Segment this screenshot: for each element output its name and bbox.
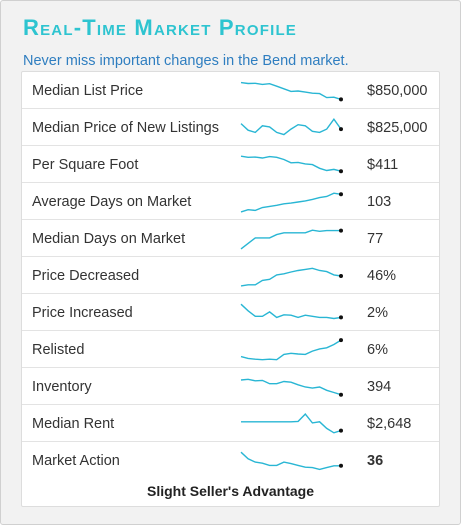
metric-value: $825,000 bbox=[367, 120, 428, 136]
market-action-status: Slight Seller's Advantage bbox=[147, 483, 314, 499]
metric-row: Average Days on Market 103 bbox=[22, 183, 439, 220]
sparkline-path bbox=[240, 378, 342, 396]
metric-sparkline bbox=[240, 81, 343, 102]
metric-value: $2,648 bbox=[367, 416, 412, 432]
metric-label: Price Increased bbox=[32, 305, 133, 321]
sparkline-endpoint bbox=[339, 392, 343, 397]
sparkline-path bbox=[240, 118, 342, 136]
metric-sparkline bbox=[240, 338, 343, 361]
widget-subtitle: Never miss important changes in the Bend… bbox=[23, 53, 349, 69]
metric-label: Inventory bbox=[32, 379, 92, 395]
metric-row: Median Rent $2,648 bbox=[22, 405, 439, 442]
sparkline-path bbox=[240, 339, 342, 361]
metric-label: Median Rent bbox=[32, 416, 115, 432]
metric-row: Price Decreased 46% bbox=[22, 257, 439, 294]
metric-value: $411 bbox=[367, 157, 399, 173]
sparkline-endpoint bbox=[339, 428, 343, 433]
metric-label: Per Square Foot bbox=[32, 157, 139, 173]
metric-value: 36 bbox=[367, 453, 384, 469]
metric-row: Relisted 6% bbox=[22, 331, 439, 368]
sparkline-path bbox=[240, 229, 341, 250]
metric-label: Price Decreased bbox=[32, 268, 140, 284]
sparkline-endpoint bbox=[339, 338, 343, 343]
metric-sparkline bbox=[240, 451, 343, 471]
sparkline-endpoint bbox=[339, 169, 343, 174]
metric-row: Price Increased 2% bbox=[22, 294, 439, 331]
metric-sparkline bbox=[241, 413, 343, 434]
sparkline-endpoint bbox=[339, 97, 343, 102]
sparkline-endpoint bbox=[339, 274, 343, 278]
metric-sparkline bbox=[240, 267, 343, 287]
metric-row: Per Square Foot $411 bbox=[22, 146, 439, 183]
metric-label: Median List Price bbox=[32, 83, 144, 99]
metric-value: 2% bbox=[367, 305, 388, 321]
metric-sparkline bbox=[240, 118, 343, 136]
metric-sparkline bbox=[240, 155, 343, 174]
sparkline-endpoint bbox=[339, 192, 343, 197]
metric-label: Market Action bbox=[32, 453, 120, 469]
sparkline-endpoint bbox=[339, 315, 343, 320]
sparkline-path bbox=[241, 413, 342, 434]
metric-row: Median Days on Market 77 bbox=[22, 220, 439, 257]
sparkline-path bbox=[240, 451, 341, 471]
metric-row: Median Price of New Listings $825,000 bbox=[22, 109, 439, 146]
metric-row: Inventory 394 bbox=[22, 368, 439, 405]
sparkline-endpoint bbox=[339, 127, 343, 132]
sparkline-endpoint bbox=[339, 463, 343, 468]
metric-label: Median Price of New Listings bbox=[32, 120, 219, 136]
metric-sparkline bbox=[240, 378, 343, 397]
metrics-panel: Median List Price $850,000 Median Price of… bbox=[21, 71, 440, 507]
metric-label: Median Days on Market bbox=[32, 231, 186, 247]
metric-value: $850,000 bbox=[367, 83, 428, 99]
metric-sparkline bbox=[240, 303, 343, 320]
sparkline-path bbox=[240, 81, 342, 101]
metric-row: Median List Price $850,000 bbox=[22, 72, 439, 109]
metric-sparkline bbox=[240, 192, 343, 213]
metric-value: 394 bbox=[367, 379, 392, 395]
sparkline-path bbox=[240, 303, 342, 320]
sparkline-path bbox=[240, 155, 342, 172]
metric-value: 77 bbox=[367, 231, 384, 247]
metric-value: 103 bbox=[367, 194, 392, 210]
metric-value: 46% bbox=[367, 268, 397, 284]
sparkline-endpoint bbox=[339, 228, 343, 233]
metric-value: 6% bbox=[367, 342, 388, 358]
sparkline-path bbox=[240, 192, 342, 213]
widget-title: Real-Time Market Profile bbox=[23, 15, 298, 40]
metric-label: Relisted bbox=[32, 342, 85, 358]
sparkline-path bbox=[240, 267, 342, 287]
metric-label: Average Days on Market bbox=[32, 194, 192, 210]
metric-sparkline bbox=[240, 228, 343, 250]
metric-row: Market Action 36 bbox=[22, 442, 439, 479]
